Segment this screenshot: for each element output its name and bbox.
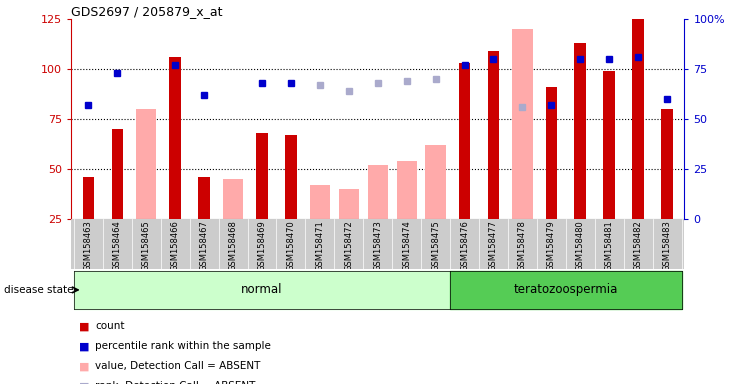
Bar: [257, 133, 268, 219]
Bar: [170, 57, 181, 219]
Text: ■: ■: [79, 321, 89, 331]
Bar: [459, 63, 470, 219]
Text: GSM158480: GSM158480: [576, 220, 585, 271]
Bar: [661, 109, 673, 219]
Text: GSM158470: GSM158470: [286, 220, 295, 271]
Bar: [111, 129, 123, 219]
Text: GSM158474: GSM158474: [402, 220, 411, 271]
Text: GSM158476: GSM158476: [460, 220, 469, 271]
Text: GSM158479: GSM158479: [547, 220, 556, 271]
Bar: [223, 179, 243, 219]
Bar: [339, 189, 359, 219]
Text: GSM158463: GSM158463: [84, 220, 93, 271]
Text: GSM158469: GSM158469: [257, 220, 266, 271]
Text: ■: ■: [79, 361, 89, 371]
Text: GSM158471: GSM158471: [316, 220, 325, 271]
Bar: [136, 109, 156, 219]
Text: GSM158465: GSM158465: [142, 220, 151, 271]
Text: GSM158475: GSM158475: [431, 220, 440, 271]
Text: GDS2697 / 205879_x_at: GDS2697 / 205879_x_at: [71, 5, 223, 18]
Text: disease state: disease state: [4, 285, 73, 295]
Text: count: count: [95, 321, 124, 331]
Text: GSM158477: GSM158477: [489, 220, 498, 271]
Text: GSM158483: GSM158483: [663, 220, 672, 271]
Bar: [82, 177, 94, 219]
Text: value, Detection Call = ABSENT: value, Detection Call = ABSENT: [95, 361, 260, 371]
Text: GSM158467: GSM158467: [200, 220, 209, 271]
Bar: [488, 51, 499, 219]
Bar: [367, 165, 388, 219]
Bar: [74, 271, 450, 309]
Bar: [545, 87, 557, 219]
Text: normal: normal: [242, 283, 283, 296]
Text: GSM158482: GSM158482: [634, 220, 643, 271]
Bar: [512, 29, 533, 219]
Text: GSM158473: GSM158473: [373, 220, 382, 271]
Text: percentile rank within the sample: percentile rank within the sample: [95, 341, 271, 351]
Bar: [198, 177, 210, 219]
Bar: [574, 43, 586, 219]
Bar: [604, 71, 615, 219]
Bar: [285, 135, 297, 219]
Bar: [396, 161, 417, 219]
Text: GSM158478: GSM158478: [518, 220, 527, 271]
Bar: [426, 145, 446, 219]
Text: GSM158481: GSM158481: [604, 220, 613, 271]
Bar: [310, 185, 330, 219]
Text: GSM158468: GSM158468: [229, 220, 238, 271]
Text: ■: ■: [79, 341, 89, 351]
Bar: [450, 271, 681, 309]
Text: teratozoospermia: teratozoospermia: [514, 283, 618, 296]
Text: GSM158466: GSM158466: [171, 220, 180, 271]
Bar: [632, 19, 644, 219]
Text: rank, Detection Call = ABSENT: rank, Detection Call = ABSENT: [95, 381, 255, 384]
Text: ■: ■: [79, 381, 89, 384]
Text: GSM158464: GSM158464: [113, 220, 122, 271]
Text: GSM158472: GSM158472: [344, 220, 353, 271]
